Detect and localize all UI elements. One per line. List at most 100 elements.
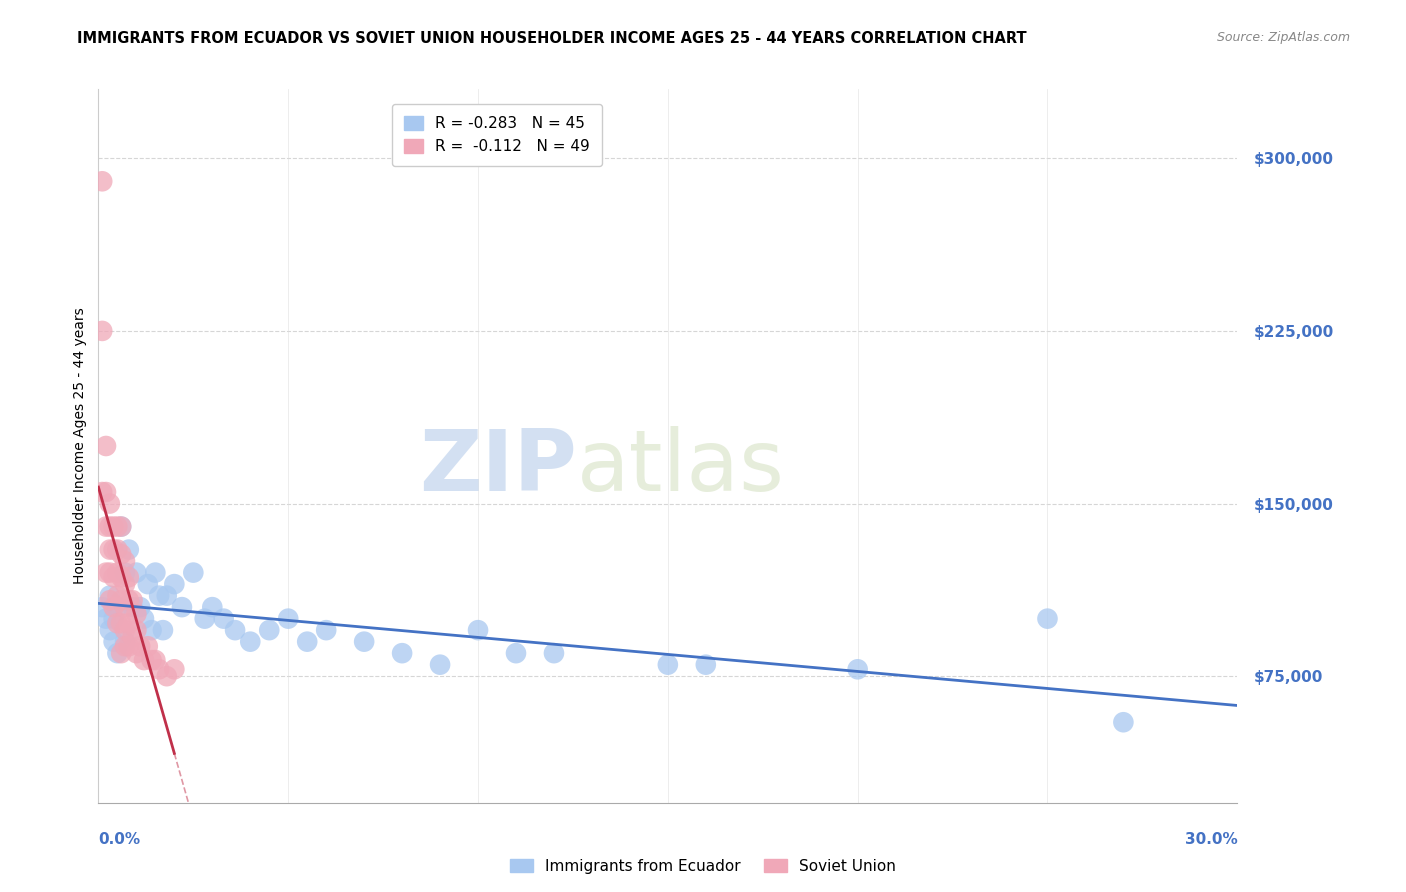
Point [94,612,117,626]
Point [543,646,565,660]
Point [103,542,125,557]
Point [163,577,186,591]
Point [110,519,132,533]
Point [141,623,163,637]
Point [1112,715,1135,730]
Point [152,623,174,637]
Point [183,566,205,580]
Point [110,547,132,561]
Point [148,662,170,676]
Point [129,640,152,654]
Point [297,634,319,648]
Point [98,623,121,637]
Point [429,657,451,672]
Y-axis label: Householder Income Ages 25 - 44 years: Householder Income Ages 25 - 44 years [73,308,87,584]
Point [94,485,117,500]
Point [277,612,299,626]
Point [103,600,125,615]
Point [125,646,148,660]
Point [91,324,114,338]
Point [103,612,125,626]
Point [110,616,132,631]
Text: ZIP: ZIP [419,425,576,509]
Point [657,657,679,672]
Point [107,566,129,580]
Point [91,485,114,500]
Point [1036,612,1059,626]
Point [212,612,235,626]
Legend: R = -0.283   N = 45, R =  -0.112   N = 49: R = -0.283 N = 45, R = -0.112 N = 49 [392,104,602,166]
Point [156,669,179,683]
Point [110,570,132,584]
Text: 0.0%: 0.0% [98,832,141,847]
Point [107,542,129,557]
Point [391,646,413,660]
Point [224,623,246,637]
Point [114,640,136,654]
Point [94,439,117,453]
Point [107,616,129,631]
Point [98,519,121,533]
Text: 30.0%: 30.0% [1184,832,1237,847]
Legend: Immigrants from Ecuador, Soviet Union: Immigrants from Ecuador, Soviet Union [503,853,903,880]
Point [114,600,136,615]
Point [125,623,148,637]
Point [107,646,129,660]
Point [118,593,141,607]
Point [125,566,148,580]
Text: IMMIGRANTS FROM ECUADOR VS SOVIET UNION HOUSEHOLDER INCOME AGES 25 - 44 YEARS CO: IMMIGRANTS FROM ECUADOR VS SOVIET UNION … [77,31,1026,46]
Point [132,612,155,626]
Point [118,570,141,584]
Point [107,519,129,533]
Point [110,646,132,660]
Point [201,600,224,615]
Point [136,577,159,591]
Point [353,634,375,648]
Point [94,566,117,580]
Point [121,630,143,644]
Point [114,566,136,580]
Point [118,542,141,557]
Point [118,640,141,654]
Point [107,600,129,615]
Point [103,570,125,584]
Point [315,623,337,637]
Point [114,554,136,568]
Point [163,662,186,676]
Point [91,600,114,615]
Point [145,653,167,667]
Text: Source: ZipAtlas.com: Source: ZipAtlas.com [1216,31,1350,45]
Point [259,623,281,637]
Point [121,600,143,615]
Point [194,612,217,626]
Point [110,593,132,607]
Point [136,640,159,654]
Point [129,600,152,615]
Point [98,589,121,603]
Point [148,589,170,603]
Point [125,607,148,621]
Point [846,662,869,676]
Point [98,497,121,511]
Point [114,634,136,648]
Point [170,600,193,615]
Point [695,657,717,672]
Point [91,174,114,188]
Point [121,593,143,607]
Point [94,519,117,533]
Point [98,566,121,580]
Point [107,589,129,603]
Point [141,653,163,667]
Point [156,589,179,603]
Point [145,566,167,580]
Point [467,623,489,637]
Point [98,593,121,607]
Text: atlas: atlas [576,425,785,509]
Point [132,653,155,667]
Point [114,623,136,637]
Point [103,634,125,648]
Point [239,634,262,648]
Point [505,646,527,660]
Point [110,519,132,533]
Point [98,542,121,557]
